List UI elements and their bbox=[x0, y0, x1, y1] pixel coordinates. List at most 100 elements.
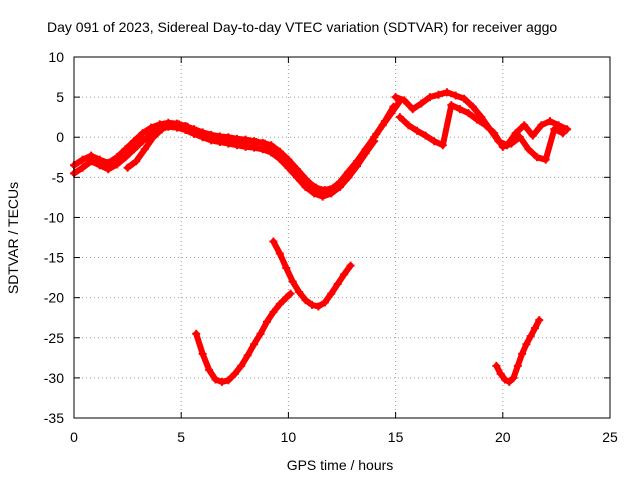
data-point bbox=[537, 121, 546, 130]
data-point bbox=[430, 137, 439, 146]
data-point bbox=[511, 129, 520, 138]
data-point bbox=[104, 165, 113, 174]
data-point bbox=[481, 121, 490, 130]
data-point bbox=[329, 183, 338, 192]
data-point bbox=[522, 340, 531, 349]
data-point bbox=[541, 155, 550, 164]
data-point bbox=[380, 117, 389, 126]
data-point bbox=[310, 189, 319, 198]
data-point bbox=[400, 96, 409, 105]
data-point bbox=[138, 137, 147, 146]
data-point bbox=[526, 332, 535, 341]
data-point bbox=[307, 300, 316, 309]
data-point bbox=[235, 136, 244, 145]
data-point bbox=[318, 192, 327, 201]
data-point bbox=[217, 377, 226, 386]
data-point bbox=[389, 102, 398, 111]
data-point bbox=[363, 142, 372, 151]
series-trough-1 bbox=[193, 290, 294, 385]
x-tick-label: 15 bbox=[388, 429, 404, 445]
data-point bbox=[513, 361, 522, 370]
data-point bbox=[258, 145, 267, 154]
data-point bbox=[252, 138, 261, 147]
data-point bbox=[262, 317, 271, 326]
data-point bbox=[434, 90, 443, 99]
data-point bbox=[520, 121, 529, 130]
data-point bbox=[211, 375, 220, 384]
data-point bbox=[157, 125, 166, 134]
data-point bbox=[130, 137, 139, 146]
chart-title: Day 091 of 2023, Sidereal Day-to-day VTE… bbox=[47, 19, 557, 35]
data-point bbox=[455, 105, 464, 114]
data-point bbox=[198, 349, 207, 358]
x-tick-label: 20 bbox=[495, 429, 511, 445]
x-axis-ticks: 0 5 10 15 20 25 bbox=[70, 57, 618, 445]
data-point bbox=[391, 93, 400, 102]
data-point bbox=[286, 160, 295, 169]
data-point bbox=[140, 145, 149, 154]
data-point bbox=[277, 150, 286, 159]
data-point bbox=[451, 91, 460, 100]
data-point bbox=[243, 137, 252, 146]
data-point bbox=[237, 361, 246, 370]
data-point bbox=[443, 88, 452, 97]
data-point bbox=[421, 131, 430, 140]
data-point bbox=[505, 377, 514, 386]
data-point bbox=[346, 168, 355, 177]
data-point bbox=[224, 376, 233, 385]
data-point bbox=[408, 105, 417, 114]
data-point bbox=[282, 263, 291, 272]
data-point bbox=[282, 293, 291, 302]
data-point bbox=[395, 113, 404, 122]
data-point bbox=[112, 153, 121, 162]
data-point bbox=[333, 280, 342, 289]
data-point bbox=[295, 170, 304, 179]
data-point bbox=[209, 134, 218, 143]
data-point bbox=[78, 155, 87, 164]
data-point bbox=[78, 163, 87, 172]
data-point bbox=[132, 157, 141, 166]
data-point bbox=[346, 261, 355, 270]
data-point bbox=[301, 182, 310, 191]
data-point bbox=[320, 298, 329, 307]
y-axis-label: SDTVAR / TECUs bbox=[5, 182, 21, 294]
data-point bbox=[417, 99, 426, 108]
data-point bbox=[464, 109, 473, 118]
data-point bbox=[149, 133, 158, 142]
data-point bbox=[320, 186, 329, 195]
y-tick-label: -25 bbox=[44, 330, 64, 346]
data-point bbox=[327, 289, 336, 298]
x-tick-label: 5 bbox=[177, 429, 185, 445]
data-point bbox=[545, 117, 554, 126]
data-point bbox=[507, 139, 516, 148]
data-point bbox=[530, 324, 539, 333]
data-point bbox=[250, 143, 259, 152]
data-point bbox=[112, 160, 121, 169]
data-point bbox=[447, 101, 456, 110]
data-point bbox=[372, 130, 381, 139]
y-tick-label: -20 bbox=[44, 290, 64, 306]
data-point bbox=[295, 288, 304, 297]
data-point bbox=[275, 300, 284, 309]
data-point bbox=[269, 308, 278, 317]
series-layer bbox=[70, 88, 572, 386]
data-point bbox=[413, 126, 422, 135]
data-point bbox=[301, 296, 310, 305]
data-point bbox=[340, 270, 349, 279]
data-point bbox=[515, 133, 524, 142]
data-point bbox=[256, 329, 265, 338]
data-point bbox=[205, 365, 214, 374]
data-point bbox=[183, 122, 192, 131]
data-point bbox=[554, 121, 563, 130]
data-point bbox=[500, 375, 509, 384]
x-tick-label: 10 bbox=[281, 429, 297, 445]
y-tick-label: 10 bbox=[48, 49, 64, 65]
data-point bbox=[217, 134, 226, 143]
data-point bbox=[275, 249, 284, 258]
data-point bbox=[288, 277, 297, 286]
data-point bbox=[286, 289, 295, 298]
data-point bbox=[241, 142, 250, 151]
data-point bbox=[524, 145, 533, 154]
